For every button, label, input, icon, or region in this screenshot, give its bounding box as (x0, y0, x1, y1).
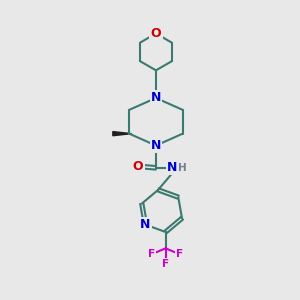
Text: O: O (133, 160, 143, 173)
Text: N: N (151, 92, 161, 104)
Text: F: F (162, 259, 169, 269)
Text: F: F (176, 249, 183, 259)
Text: N: N (167, 161, 178, 174)
Polygon shape (113, 132, 132, 136)
Text: N: N (151, 139, 161, 152)
Text: F: F (148, 249, 155, 259)
Text: O: O (151, 27, 161, 40)
Text: H: H (178, 163, 187, 173)
Text: N: N (140, 218, 151, 231)
